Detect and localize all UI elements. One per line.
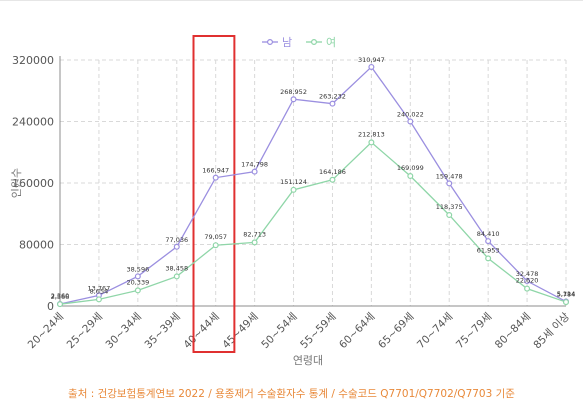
highlight-box [192, 35, 236, 353]
x-tick-label: 20~24세 [26, 311, 66, 351]
source-note: 출처 : 건강보험통계연보 2022 / 용종제거 수술환자수 통계 / 수술코… [68, 388, 515, 400]
x-axis-title: 연령대 [293, 354, 323, 367]
x-tick-label: 70~74세 [415, 311, 455, 351]
x-tick-label: 55~59세 [298, 311, 338, 351]
data-point[interactable] [368, 63, 375, 70]
legend-label[interactable]: 여 [326, 36, 336, 49]
legend-label[interactable]: 남 [282, 36, 292, 49]
highlight-box-layer [192, 35, 236, 353]
data-label: 263,232 [319, 93, 346, 101]
data-point[interactable] [212, 174, 219, 181]
x-tick-label: 35~39세 [142, 311, 182, 351]
y-tick-label: 0 [47, 300, 54, 313]
y-tick-label: 240000 [12, 116, 54, 129]
data-point[interactable] [251, 168, 258, 175]
data-point[interactable] [212, 242, 219, 249]
data-point[interactable] [251, 239, 258, 246]
data-label: 212,813 [358, 130, 385, 138]
data-label: 13,767 [88, 284, 111, 292]
data-point[interactable] [407, 118, 414, 125]
x-tick-label: 45~49세 [220, 311, 260, 351]
data-label: 82,713 [243, 230, 266, 238]
data-point[interactable] [368, 139, 375, 146]
data-label: 5,114 [557, 290, 576, 298]
data-label: 164,186 [319, 168, 346, 176]
data-label: 8,654 [90, 287, 109, 295]
data-label: 84,410 [477, 230, 500, 238]
data-point[interactable] [95, 296, 102, 303]
x-tick-label: 30~34세 [104, 311, 144, 351]
x-tick-label: 40~44세 [181, 311, 221, 351]
data-label: 166,947 [202, 167, 229, 175]
data-point[interactable] [329, 100, 336, 107]
data-point[interactable] [134, 273, 141, 280]
line-chart: 0 80000 160000 240000 320000 20~24세25~29세30~3… [10, 35, 576, 367]
series-line-1 [59, 141, 567, 305]
data-label: 240,022 [397, 110, 424, 118]
x-tick-label: 50~54세 [259, 311, 299, 351]
data-label: 2,566 [51, 293, 70, 301]
y-axis-title: 인원수 [10, 168, 23, 198]
x-tick-label: 85세 이상 [531, 310, 572, 351]
data-point[interactable] [290, 96, 297, 103]
data-point[interactable] [446, 180, 453, 187]
x-tick-label: 65~69세 [376, 311, 416, 351]
data-label: 2,360 [51, 292, 70, 300]
data-point[interactable] [134, 287, 141, 294]
data-point[interactable] [290, 186, 297, 193]
x-tick-label: 60~64세 [337, 311, 377, 351]
data-label: 79,057 [204, 233, 227, 241]
data-label: 5,784 [557, 291, 576, 299]
x-tick-label: 80~84세 [493, 311, 533, 351]
data-point[interactable] [446, 211, 453, 218]
y-tick-label: 320000 [12, 54, 54, 67]
data-label: 310,947 [358, 56, 385, 64]
data-label: 169,099 [397, 164, 424, 172]
data-label: 151,124 [280, 178, 307, 186]
data-label: 61,953 [477, 246, 500, 254]
legend-marker [311, 38, 318, 45]
data-label: 38,596 [126, 265, 149, 273]
data-label: 118,375 [436, 203, 463, 211]
data-point[interactable] [329, 176, 336, 183]
legend-marker [267, 38, 274, 45]
data-label-layer: 2,566 13,767 38,596 77,036 166,947 174,798 268… [51, 56, 576, 301]
x-tick-label: 25~29세 [65, 311, 105, 351]
data-label: 38,458 [165, 264, 188, 272]
data-label: 77,036 [165, 236, 188, 244]
data-point[interactable] [173, 273, 180, 280]
series-layer [56, 63, 569, 308]
data-point[interactable] [524, 278, 531, 285]
x-tick-label: 75~79세 [454, 311, 494, 351]
data-label: 32,478 [516, 270, 539, 278]
data-point[interactable] [524, 285, 531, 292]
data-point[interactable] [485, 255, 492, 262]
y-tick-label: 80000 [19, 239, 54, 252]
data-label: 268,952 [280, 88, 307, 96]
y-tick-label: 160000 [12, 177, 54, 190]
data-point[interactable] [485, 238, 492, 245]
data-label: 159,478 [436, 172, 463, 180]
data-point[interactable] [56, 301, 63, 308]
top-divider [0, 0, 583, 1]
data-label: 22,620 [516, 277, 539, 285]
data-point[interactable] [407, 173, 414, 180]
data-point[interactable] [173, 243, 180, 250]
data-point[interactable] [562, 299, 569, 306]
data-label: 174,798 [241, 161, 268, 169]
data-label: 20,339 [126, 278, 149, 286]
series-line-0 [59, 65, 567, 305]
